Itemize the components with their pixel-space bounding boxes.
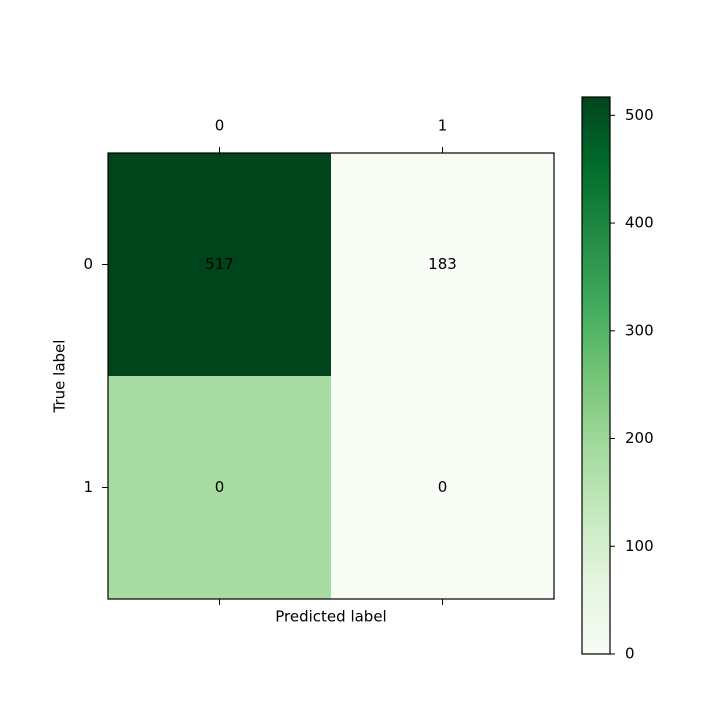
cell-value-label: 183 <box>428 255 457 273</box>
colorbar-tick-label: 400 <box>625 214 654 232</box>
colorbar-tick-label: 0 <box>625 645 635 663</box>
x-tick-label: 0 <box>215 117 225 135</box>
cell-value-label: 0 <box>215 478 225 496</box>
y-axis-label: True label <box>51 340 69 414</box>
cell-value-label: 0 <box>438 478 448 496</box>
x-tick-label: 1 <box>438 117 448 135</box>
y-tick-label: 1 <box>83 478 93 496</box>
heatmap-cell <box>331 376 554 599</box>
heatmap-cell <box>331 153 554 376</box>
colorbar <box>581 96 611 655</box>
heatmap-cell <box>108 153 331 376</box>
heatmap-cell <box>108 376 331 599</box>
colorbar-tick-label: 500 <box>625 106 654 124</box>
cell-value-label: 517 <box>205 255 234 273</box>
colorbar-tick-label: 100 <box>625 537 654 555</box>
x-axis-label: Predicted label <box>275 608 386 626</box>
plot-frame <box>107 152 555 600</box>
colorbar-tick-label: 300 <box>625 321 654 339</box>
colorbar-tick-label: 200 <box>625 429 654 447</box>
y-tick-label: 0 <box>83 255 93 273</box>
